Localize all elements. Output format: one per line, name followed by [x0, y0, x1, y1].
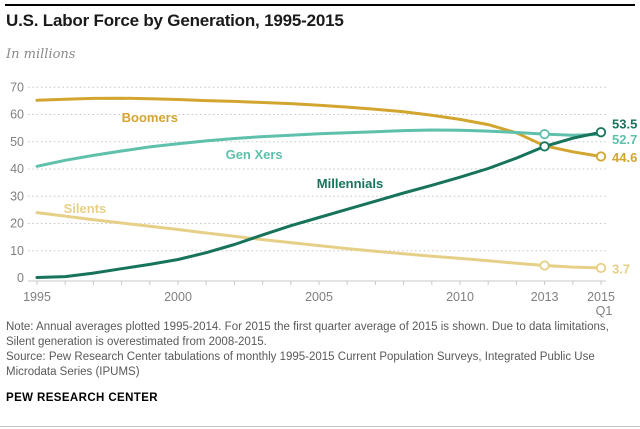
x-tick-label-2005: 2005 — [305, 290, 333, 304]
end-value-label-silents: 3.7 — [612, 261, 630, 276]
labor-force-chart: 0 10 20 30 40 50 60 70 1995 2000 2005 2010 2013 2015Q… — [10, 80, 637, 318]
y-tick-label-40: 40 — [10, 162, 24, 176]
pew-research-center-wordmark: PEW RESEARCH CENTER — [6, 392, 159, 404]
end-value-label-gen-xers: 52.7 — [612, 132, 637, 147]
series-line-boomers — [35, 96, 603, 158]
bottom-rule — [0, 426, 640, 427]
series-label-silents: Silents — [64, 201, 107, 216]
x-tick-sublabel-2015: Q1 — [596, 304, 613, 318]
end-value-label-boomers: 44.6 — [612, 150, 637, 165]
y-tick-label-60: 60 — [10, 108, 24, 122]
y-tick-label-50: 50 — [10, 135, 24, 149]
x-tick-label-2013: 2013 — [531, 290, 559, 304]
y-tick-label-30: 30 — [10, 189, 24, 203]
x-tick-label-2015: 2015 — [587, 290, 615, 304]
marker-silents-2013 — [539, 260, 550, 271]
marker-silents-2015 — [595, 262, 607, 274]
y-tick-label-0: 0 — [17, 271, 24, 285]
series-label-millennials: Millennials — [317, 176, 383, 191]
x-tick-label-1995: 1995 — [23, 290, 51, 304]
y-tick-label-10: 10 — [10, 244, 24, 258]
marker-gen-xers-2013 — [539, 129, 550, 140]
series-line-millennials — [35, 130, 603, 279]
series-label-boomers: Boomers — [122, 110, 178, 125]
x-tick-label-2010: 2010 — [446, 290, 474, 304]
note-text: Note: Annual averages plotted 1995-2014.… — [6, 321, 609, 348]
marker-millennials-2013 — [539, 141, 550, 152]
marker-boomers-2015 — [595, 151, 607, 162]
end-value-label-millennials: 53.5 — [612, 117, 637, 132]
x-tick-label-2000: 2000 — [164, 290, 192, 304]
series-line-gen-xers — [35, 128, 603, 168]
source-text: Source: Pew Research Center tabulations … — [6, 351, 595, 378]
y-tick-label-20: 20 — [10, 217, 24, 231]
marker-millennials-2015 — [595, 127, 607, 138]
series-label-gen-xers: Gen Xers — [226, 147, 283, 162]
footnotes: Note: Annual averages plotted 1995-2014.… — [6, 320, 636, 380]
page-title: U.S. Labor Force by Generation, 1995-201… — [6, 11, 344, 30]
chart-subtitle: In millions — [6, 47, 76, 62]
y-tick-label-70: 70 — [10, 80, 24, 94]
series-line-silents — [35, 211, 603, 270]
top-rule — [5, 4, 635, 6]
